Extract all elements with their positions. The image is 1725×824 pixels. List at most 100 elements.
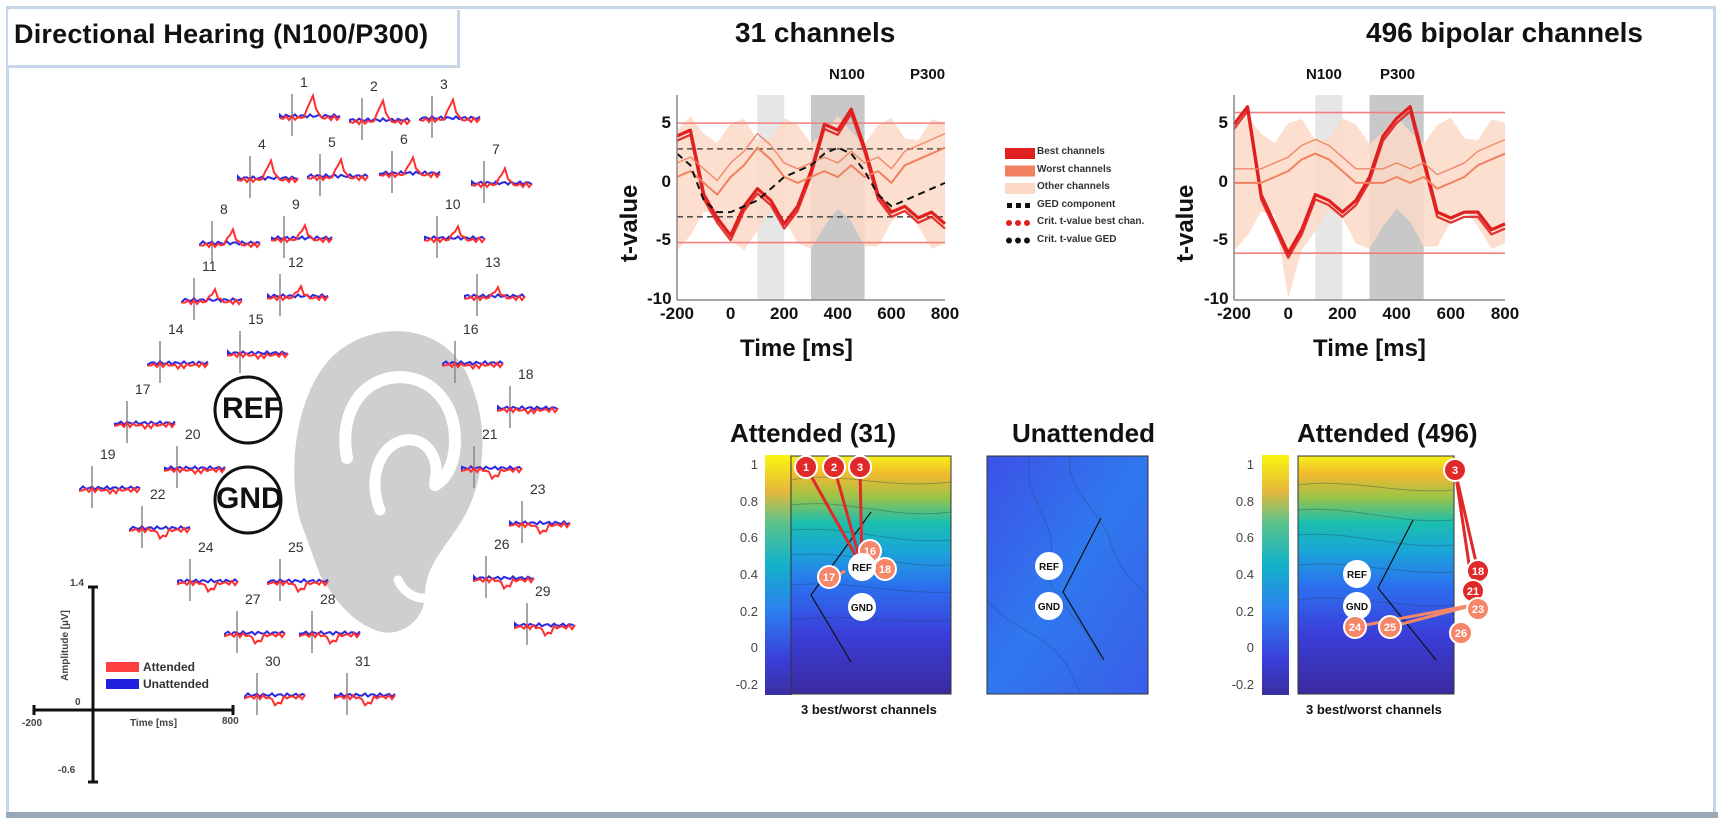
xtick: 0 xyxy=(1283,304,1293,323)
frame-shadow xyxy=(6,812,1718,818)
channel-label-15: 15 xyxy=(248,311,264,327)
xlabel-496: Time [ms] xyxy=(1313,335,1426,362)
ytick: -5 xyxy=(655,230,671,250)
channel-label-30: 30 xyxy=(265,653,281,669)
svg-text:3: 3 xyxy=(1452,465,1458,477)
topo-attended31-title: Attended (31) xyxy=(730,418,897,448)
chart-0 xyxy=(676,95,947,301)
channel-label-8: 8 xyxy=(220,201,228,217)
colorbar-tick: 0 xyxy=(1246,640,1254,656)
channel-label-25: 25 xyxy=(288,539,304,555)
electrode-18: 18 xyxy=(873,557,897,581)
xtick: -200 xyxy=(1216,304,1252,323)
channel-label-3: 3 xyxy=(440,76,448,92)
ytick: 5 xyxy=(661,113,671,133)
legend-item: Other channels xyxy=(1037,181,1110,192)
colorbar-tick: 0.2 xyxy=(1235,603,1254,619)
scale-ytick-max: 1.4 xyxy=(70,578,84,589)
electrode-17: 17 xyxy=(817,565,841,589)
electrode-REF: REF xyxy=(848,553,876,581)
topo-unattended-map xyxy=(986,455,1149,695)
ytick: -5 xyxy=(1212,230,1228,250)
legend-item: Best channels xyxy=(1037,146,1105,157)
svg-text:23: 23 xyxy=(1472,604,1484,616)
electrode-3: 3 xyxy=(848,455,872,479)
electrode-23: 23 xyxy=(1466,597,1490,621)
ref-label: REF xyxy=(222,392,282,425)
svg-text:26: 26 xyxy=(1455,628,1467,640)
svg-text:REF: REF xyxy=(1039,562,1059,573)
channel-label-28: 28 xyxy=(320,591,336,607)
colorbar-tick: 1 xyxy=(750,457,758,473)
topo-attended496-title: Attended (496) xyxy=(1297,418,1478,448)
channel-label-19: 19 xyxy=(100,446,116,462)
legend-label-attended: Attended xyxy=(143,660,195,674)
legend-swatch-unattended xyxy=(106,679,139,689)
colorbar-tick: 0.8 xyxy=(739,493,758,509)
topo1-caption: 3 best/worst channels xyxy=(801,702,937,717)
channel-label-12: 12 xyxy=(288,254,304,270)
figure-title: Directional Hearing (N100/P300) xyxy=(14,19,429,49)
electrode-25: 25 xyxy=(1378,615,1402,639)
legend-item: Crit. t-value best chan. xyxy=(1037,216,1145,227)
topo3-caption: 3 best/worst channels xyxy=(1306,702,1442,717)
ytick: 0 xyxy=(1218,171,1228,191)
xtick: 0 xyxy=(725,304,736,323)
electrode-REF: REF xyxy=(1035,552,1063,580)
legend-label-unattended: Unattended xyxy=(143,677,209,691)
ytick: 5 xyxy=(1218,113,1228,133)
colorbar-tick: 0.2 xyxy=(739,603,758,619)
channel-label-20: 20 xyxy=(185,426,201,442)
n100-label-31: N100 xyxy=(829,66,865,83)
title-box xyxy=(8,10,460,68)
p300-label-31: P300 xyxy=(910,66,946,83)
electrode-1: 1 xyxy=(794,455,818,479)
p300-label-496: P300 xyxy=(1380,66,1416,83)
scale-bar-axes xyxy=(32,585,235,784)
colorbar-tick: 1 xyxy=(1246,457,1254,473)
topo-attended496-map xyxy=(1297,455,1455,695)
channel-label-18: 18 xyxy=(518,366,534,382)
channel-label-17: 17 xyxy=(135,381,151,397)
scale-ytick-zero: 0 xyxy=(75,697,81,708)
electrode-18: 18 xyxy=(1466,559,1490,583)
xlabel-31: Time [ms] xyxy=(740,335,853,362)
colorbar-tick: 0.6 xyxy=(1235,530,1254,546)
xtick: 800 xyxy=(930,304,960,323)
channel-label-14: 14 xyxy=(168,321,184,337)
electrode-3: 3 xyxy=(1443,458,1467,482)
svg-text:REF: REF xyxy=(1347,570,1367,581)
svg-text:2: 2 xyxy=(831,462,837,474)
topo-channel-links xyxy=(804,466,1480,629)
electrode-GND: GND xyxy=(1035,592,1063,620)
ear-icon xyxy=(294,331,483,633)
svg-text:REF: REF xyxy=(852,563,872,574)
xtick: 600 xyxy=(877,304,906,323)
legend-item: GED component xyxy=(1037,198,1116,210)
electrode-2: 2 xyxy=(822,455,846,479)
svg-text:1: 1 xyxy=(803,462,809,474)
channel-label-4: 4 xyxy=(258,136,266,152)
xtick: 400 xyxy=(823,304,852,323)
chart-496-title: 496 bipolar channels xyxy=(1366,17,1643,48)
channel-label-26: 26 xyxy=(494,536,510,552)
electrode-REF: REF xyxy=(1343,560,1371,588)
channel-label-21: 21 xyxy=(482,426,498,442)
tvalue-charts xyxy=(676,95,1506,301)
channel-label-11: 11 xyxy=(202,258,217,274)
channel-erp-traces xyxy=(79,92,576,715)
ytick: -10 xyxy=(1204,289,1229,308)
n100-label-496: N100 xyxy=(1306,66,1342,83)
channel-label-23: 23 xyxy=(530,481,546,497)
svg-text:24: 24 xyxy=(1349,622,1362,634)
colorbar-tick: 0.6 xyxy=(739,530,758,546)
svg-text:17: 17 xyxy=(823,572,835,584)
ear-montage xyxy=(32,92,576,784)
svg-text:21: 21 xyxy=(1467,586,1479,598)
gnd-label: GND xyxy=(216,482,283,515)
channel-label-2: 2 xyxy=(370,78,378,94)
scale-ytick-min: -0.6 xyxy=(58,765,76,776)
scale-xtick-min: -200 xyxy=(22,718,43,729)
scale-xtick-max: 800 xyxy=(222,716,239,727)
colorbar-tick: -0.2 xyxy=(1231,676,1254,692)
